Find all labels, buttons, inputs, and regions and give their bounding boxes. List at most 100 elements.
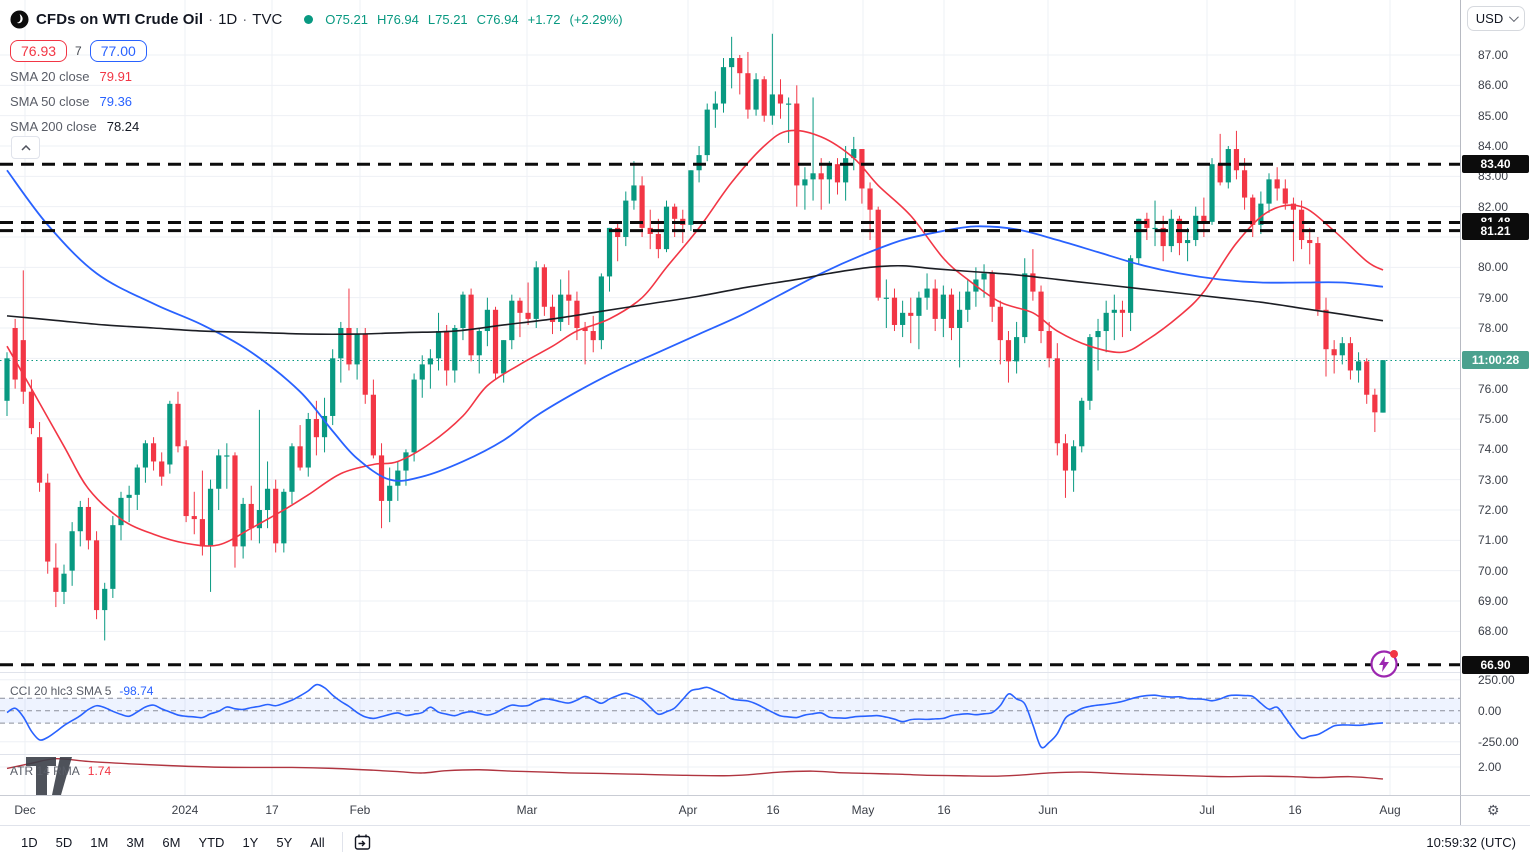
time-label-may: May [851,803,875,817]
toolbar-divider [341,832,343,852]
price-level-badge: 83.40 [1462,155,1529,174]
range-buttons: 1D 5D 1M 3M 6M YTD 1Y 5Y All [12,831,334,854]
open-value: 75.21 [335,11,368,27]
price-tick: 68.00 [1478,624,1509,639]
price-tick: 85.00 [1478,108,1509,123]
change-value: +1.72 [527,11,561,27]
chevron-up-icon [20,144,31,151]
price-tick: 74.00 [1478,442,1509,457]
range-1m[interactable]: 1M [90,834,109,850]
time-label-mar: Mar [516,803,538,817]
range-5y[interactable]: 5Y [276,834,293,850]
flash-alert-icon[interactable] [1370,650,1399,678]
cci-tick: 250.00 [1478,672,1515,687]
currency-selector[interactable]: USD [1467,6,1525,31]
price-level-badge: 66.90 [1462,655,1529,674]
close-value: 76.94 [486,11,519,27]
atr-indicator-label[interactable]: ATR 14 RMA [10,764,80,778]
price-tick: 80.00 [1478,260,1509,275]
countdown-badge: 11:00:28 [1462,351,1529,370]
candlestick-chart[interactable] [0,0,1460,795]
chevron-down-icon [1509,12,1520,23]
price-tick: 86.00 [1478,78,1509,93]
indicator-value: 79.36 [99,93,133,109]
collapse-legend-button[interactable] [11,136,40,159]
range-ytd[interactable]: YTD [198,834,225,850]
time-label-apr: Apr [678,803,698,817]
title-separator: · [208,10,214,28]
time-axis[interactable]: Dec 2024 17 Feb Mar Apr 16 May 16 Jun Jul 16 Aug [0,795,1460,825]
go-to-date-button[interactable] [353,833,372,852]
price-tick: 76.00 [1478,381,1509,396]
clock-utc[interactable]: 10:59:32 (UTC) [1426,834,1516,850]
indicator-name: SMA 20 close [10,68,90,84]
cci-tick: 0.00 [1478,703,1502,718]
range-1d[interactable]: 1D [21,834,38,850]
indicator-row-sma20[interactable]: SMA 20 close 79.91 [10,64,623,88]
market-status-icon[interactable] [304,14,314,24]
title-separator: · [242,10,248,28]
time-label-jul: Jul [1199,803,1215,817]
tradingview-watermark-icon [26,757,72,795]
indicator-name: SMA 200 close [10,118,97,134]
spread-value: 7 [75,44,82,58]
ohlc-values: O75.21 H76.94 L75.21 C76.94 +1.72 (+2.29… [325,11,623,27]
symbol-exchange: TVC [252,10,283,28]
time-label-dec: Dec [14,803,36,817]
cci-tick: -250.00 [1478,734,1519,749]
range-6m[interactable]: 6M [162,834,181,850]
symbol-title[interactable]: CFDs on WTI Crude Oil [36,10,204,28]
axis-settings-corner: ⚙ [1460,795,1530,825]
indicator-value: 79.91 [99,68,133,84]
symbol-title-row: CFDs on WTI Crude Oil · 1D · TVC O75.21 … [10,6,623,32]
time-label-feb: Feb [349,803,371,817]
time-label-16: 16 [766,803,780,817]
price-tick: 87.00 [1478,48,1509,62]
range-5d[interactable]: 5D [55,834,73,850]
currency-label: USD [1475,11,1504,26]
range-3m[interactable]: 3M [126,834,145,850]
high-value: 76.94 [386,11,419,27]
price-tick: 71.00 [1478,533,1509,548]
time-label-2024: 2024 [171,803,199,817]
indicator-value: 78.24 [106,118,140,134]
atr-value: 1.74 [87,764,112,778]
chart-legend: CFDs on WTI Crude Oil · 1D · TVC O75.21 … [10,6,623,138]
bid-ask-row: 76.93 7 77.00 [10,39,623,63]
ask-button[interactable]: 77.00 [89,40,147,62]
bid-button[interactable]: 76.93 [10,40,68,62]
low-value: 75.21 [435,11,468,27]
cci-indicator-label[interactable]: CCI 20 hlc3 SMA 5 [10,684,112,698]
symbol-timeframe[interactable]: 1D [218,10,238,28]
time-label-jun: Jun [1038,803,1058,817]
time-label-aug: Aug [1379,803,1401,817]
change-percent: (+2.29%) [569,11,623,27]
indicator-row-sma200[interactable]: SMA 200 close 78.24 [10,114,623,138]
price-axis[interactable]: USD 87.00 86.00 85.00 84.00 83.00 82.00 80.00 7… [1460,0,1530,795]
time-label-16: 16 [937,803,951,817]
price-tick: 69.00 [1478,593,1509,608]
price-tick: 78.00 [1478,320,1509,335]
time-label-16: 16 [1288,803,1302,817]
price-tick: 82.00 [1478,199,1509,214]
cci-value: -98.74 [119,684,154,698]
indicator-name: SMA 50 close [10,93,90,109]
chart-canvas[interactable] [0,0,1460,795]
range-all[interactable]: All [310,834,325,850]
price-tick: 72.00 [1478,502,1509,517]
symbol-logo-icon [10,9,29,29]
price-tick: 75.00 [1478,411,1509,426]
time-label-17: 17 [265,803,279,817]
gear-icon[interactable]: ⚙ [1487,802,1500,818]
price-tick: 79.00 [1478,290,1509,305]
indicator-row-sma50[interactable]: SMA 50 close 79.36 [10,89,623,113]
range-1y[interactable]: 1Y [242,834,259,850]
price-level-badge: 81.21 [1462,221,1529,240]
price-tick: 70.00 [1478,563,1509,578]
price-tick: 73.00 [1478,472,1509,487]
bottom-toolbar: 1D 5D 1M 3M 6M YTD 1Y 5Y All 10:59:32 (UTC) [0,825,1530,858]
price-tick: 84.00 [1478,138,1509,153]
calendar-icon [354,834,370,850]
atr-tick: 2.00 [1478,760,1502,774]
